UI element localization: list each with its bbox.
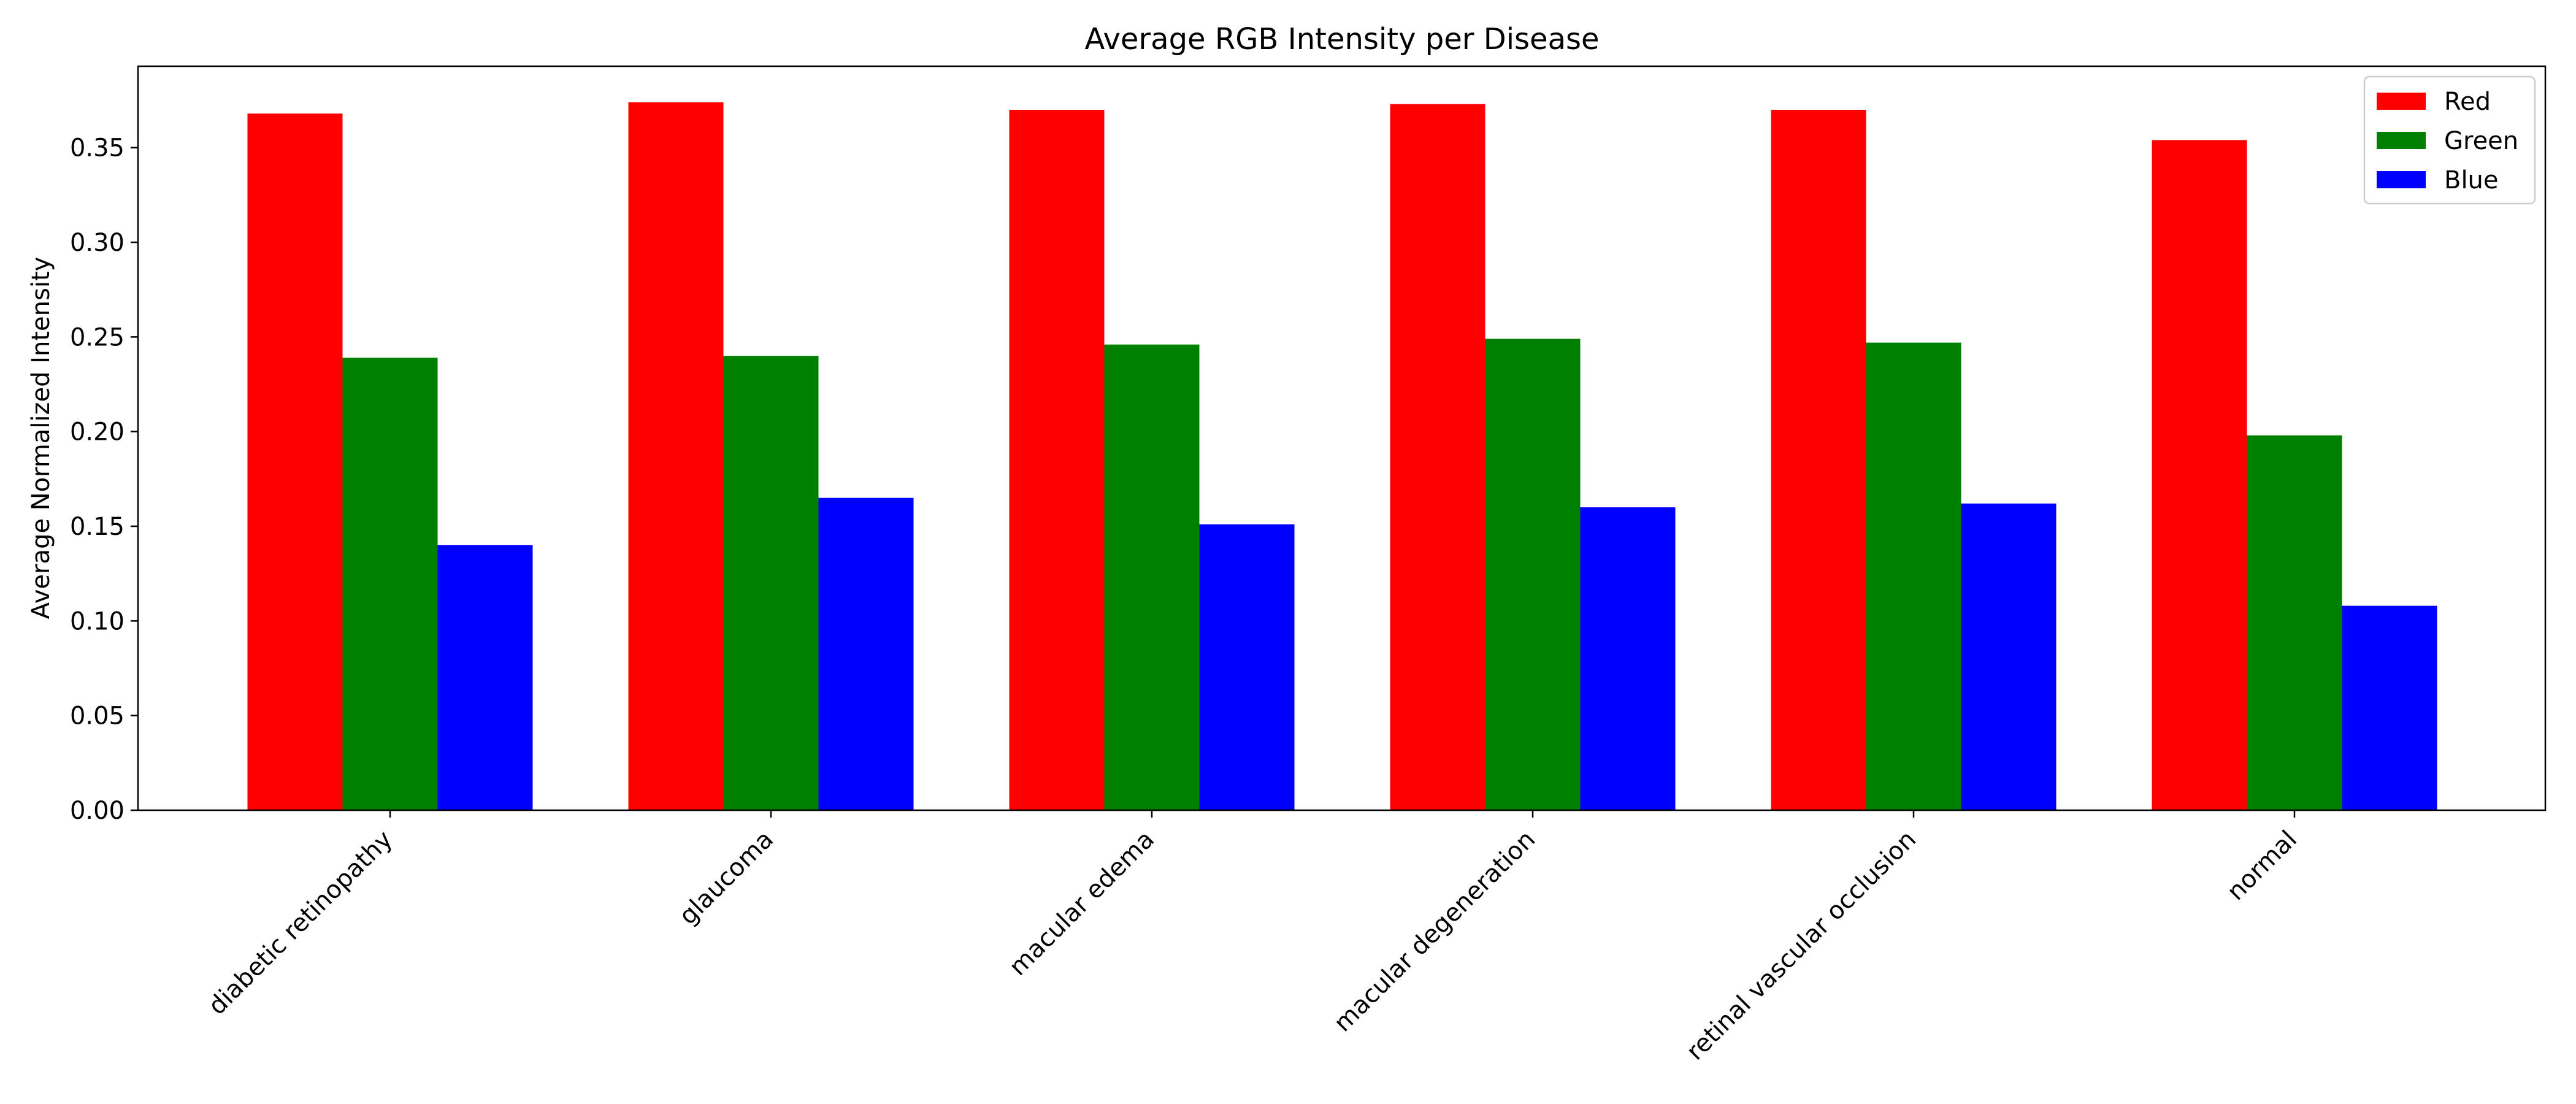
bar-blue-1 <box>818 497 914 810</box>
legend-swatch-red <box>2377 93 2426 110</box>
bar-green-2 <box>1104 344 1200 810</box>
legend-swatch-blue <box>2377 171 2426 188</box>
bar-green-4 <box>1866 342 1961 810</box>
legend-swatch-green <box>2377 132 2426 149</box>
y-tick-label: 0.30 <box>70 229 125 257</box>
x-tick-label: glaucoma <box>674 826 779 930</box>
x-tick-label: diabetic retinopathy <box>203 826 398 1021</box>
plot-frame <box>137 65 2547 811</box>
bar-red-5 <box>2152 140 2247 811</box>
bar-blue-5 <box>2342 605 2437 810</box>
y-axis-label: Average Normalized Intensity <box>27 257 55 619</box>
bar-blue-2 <box>1199 524 1295 810</box>
chart-title: Average RGB Intensity per Disease <box>1084 22 1599 56</box>
legend-label-blue: Blue <box>2444 166 2499 194</box>
bar-green-5 <box>2247 435 2342 810</box>
bar-blue-4 <box>1961 503 2057 810</box>
x-tick-label: macular edema <box>1004 826 1160 981</box>
bar-green-1 <box>723 356 819 810</box>
x-tick-label: macular degeneration <box>1328 826 1541 1038</box>
bar-green-3 <box>1485 339 1581 810</box>
bar-green-0 <box>342 358 438 810</box>
legend: Red Green Blue <box>2363 75 2536 205</box>
bar-red-2 <box>1009 109 1105 810</box>
bar-red-0 <box>247 113 343 811</box>
y-tick-label: 0.00 <box>70 797 125 825</box>
bar-red-1 <box>628 102 724 810</box>
y-tick-label: 0.10 <box>70 607 125 635</box>
x-tick-label: retinal vascular occlusion <box>1681 826 1922 1066</box>
bar-red-3 <box>1390 104 1485 811</box>
y-tick-label: 0.15 <box>70 513 125 541</box>
y-tick-label: 0.20 <box>70 418 125 447</box>
bar-blue-3 <box>1580 507 1676 810</box>
legend-label-green: Green <box>2444 127 2518 155</box>
x-axis: diabetic retinopathy glaucoma macular edem… <box>203 810 2302 1066</box>
bar-blue-0 <box>437 545 533 810</box>
legend-label-red: Red <box>2444 88 2491 116</box>
x-tick-label: normal <box>2221 826 2302 907</box>
bars-group <box>247 102 2437 811</box>
y-tick-label: 0.25 <box>70 323 125 351</box>
y-axis: 0.00 0.05 0.10 0.15 0.20 0.25 0.30 0.35 <box>70 134 138 825</box>
bar-red-4 <box>1771 109 1866 810</box>
y-tick-label: 0.35 <box>70 134 125 163</box>
y-tick-label: 0.05 <box>70 702 125 730</box>
